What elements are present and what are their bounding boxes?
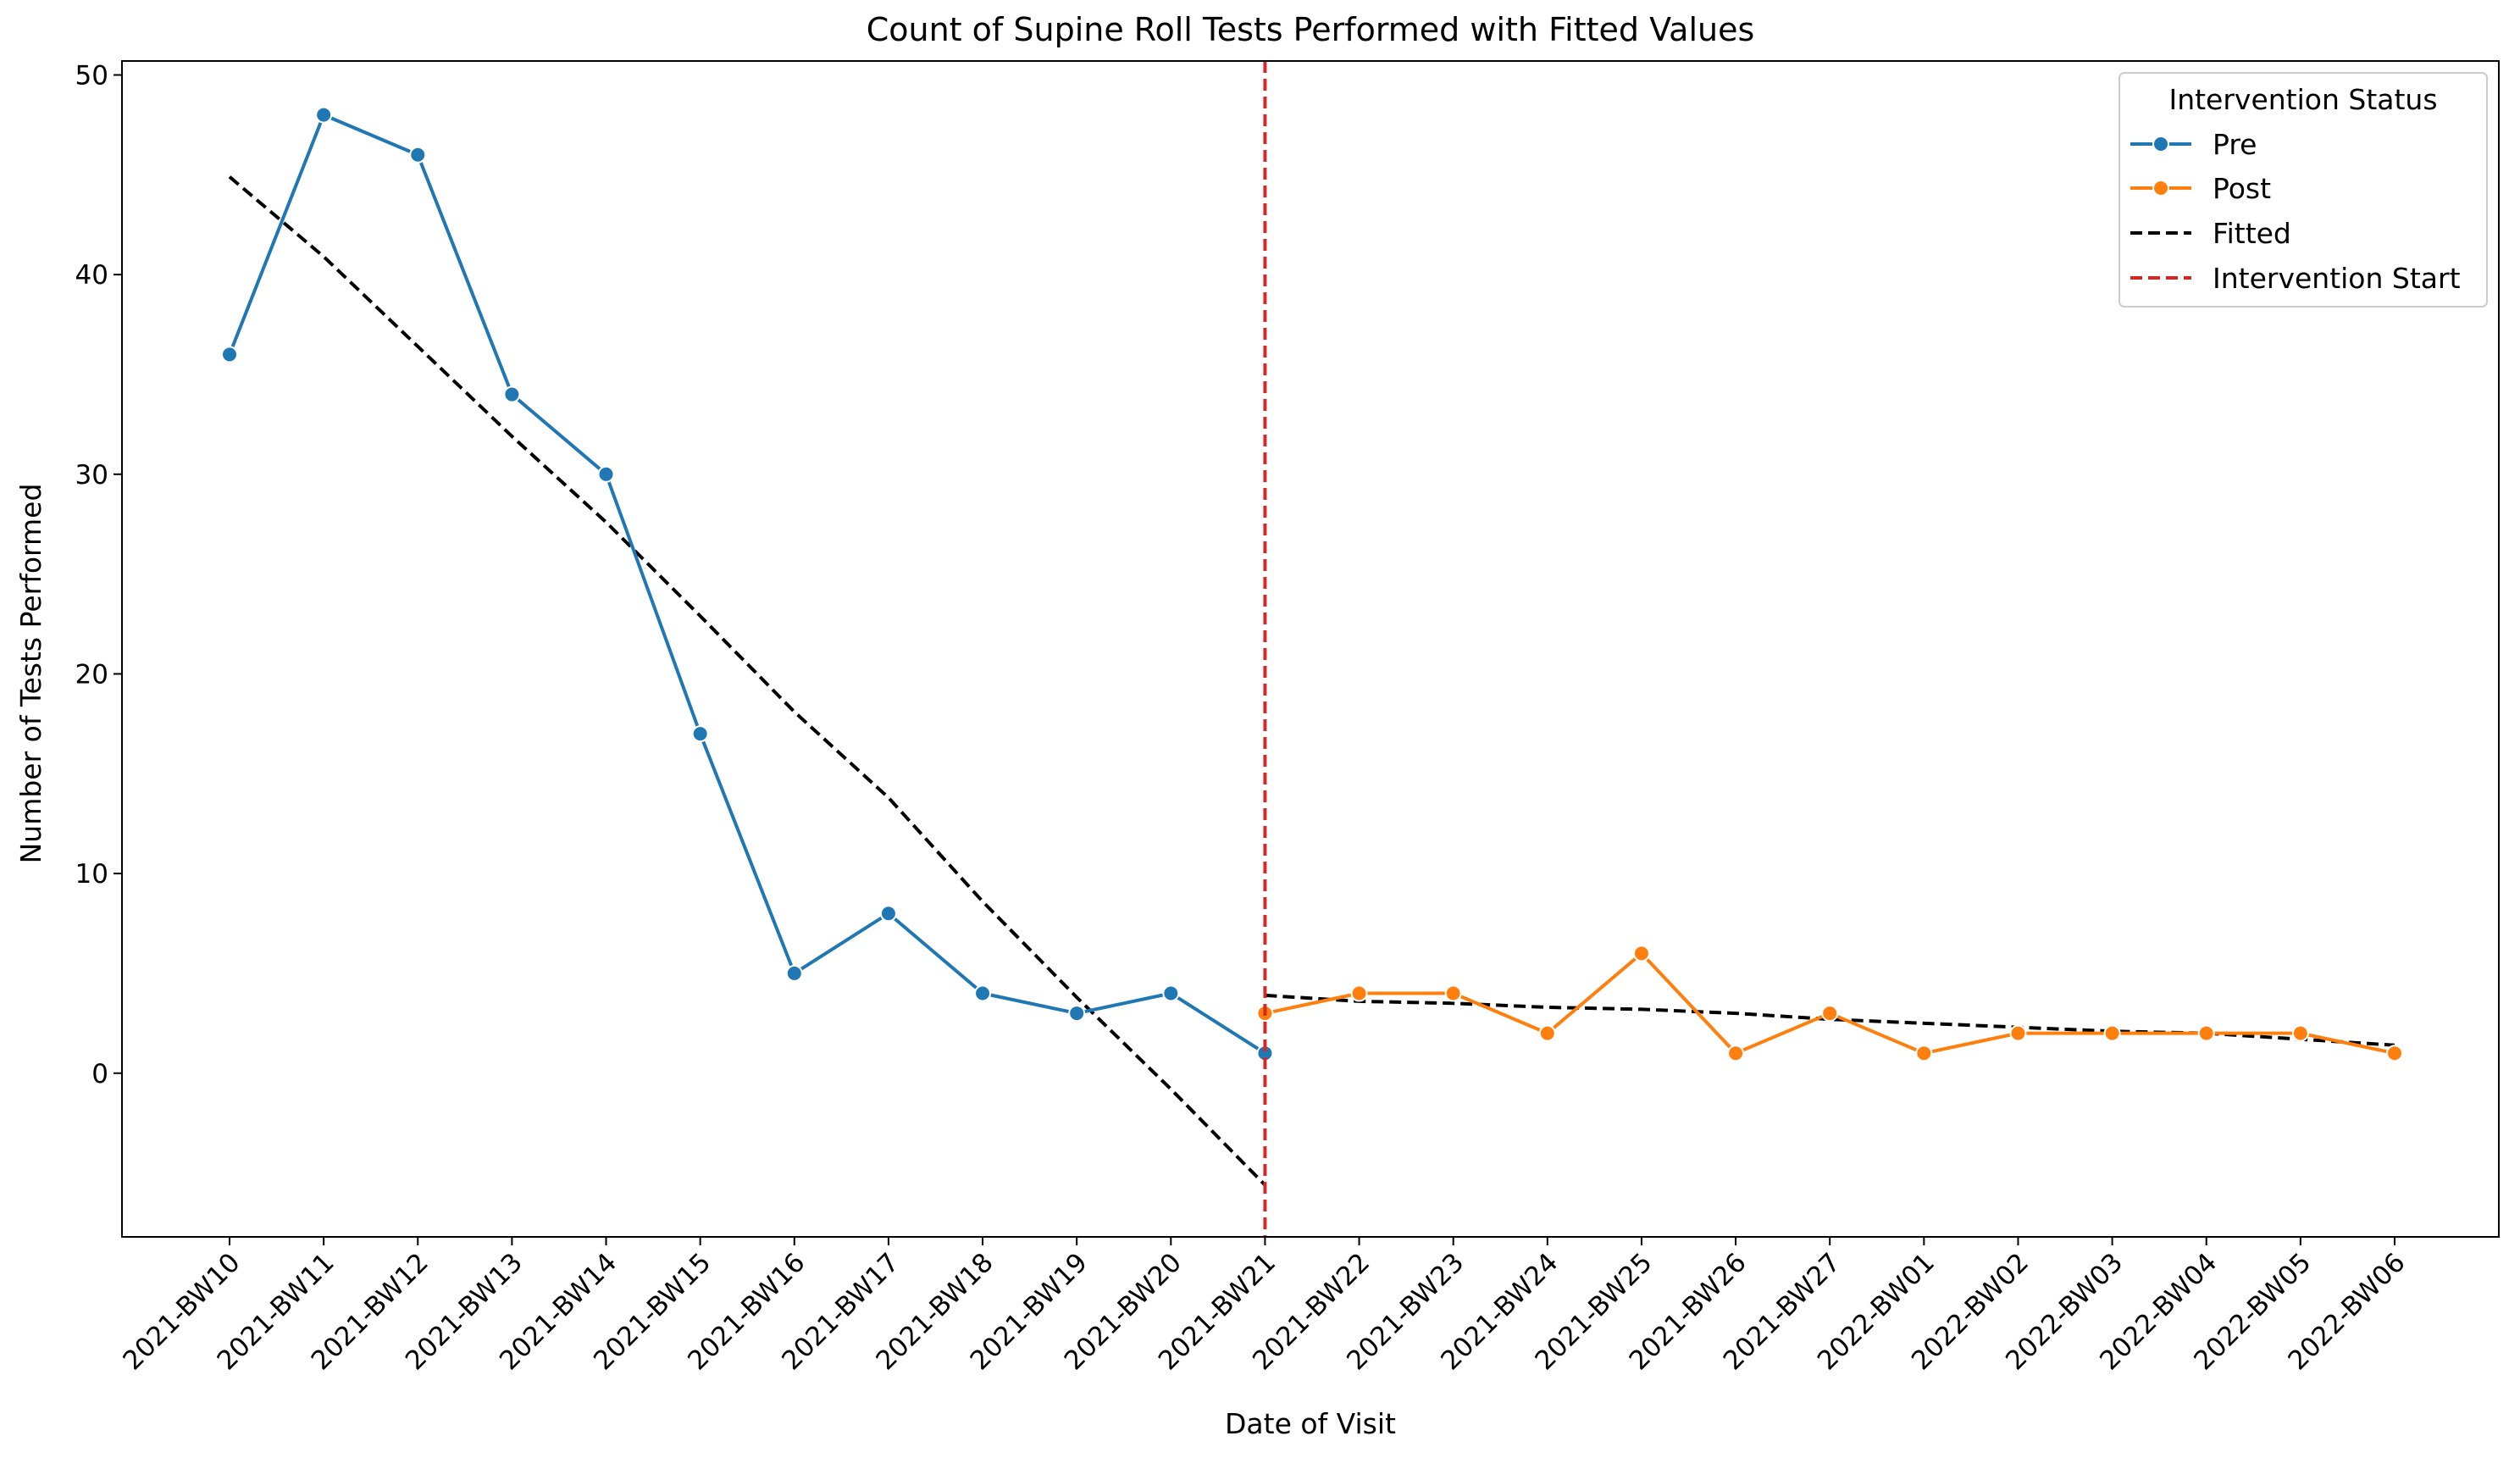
axis-ticks: 010203040502021-BW102021-BW112021-BW1220… [75,60,2412,1376]
post-data-point [1632,945,1650,962]
pre-data-point [221,346,238,363]
pre-data-point [409,146,427,164]
fitted-line-segment-1 [228,175,1266,1187]
post-data-point [1538,1024,1556,1042]
legend-post-marker [2152,180,2169,197]
y-tick-label: 10 [75,859,108,890]
legend-title: Intervention Status [2168,83,2437,116]
legend-fitted-label: Fitted [2213,217,2291,250]
pre-data-point [1162,984,1180,1002]
chart-title: Count of Supine Roll Tests Performed wit… [867,11,1755,48]
post-data-point [2103,1024,2121,1042]
plot-frame [121,60,2500,1238]
post-data-point [2009,1024,2027,1042]
fitted-lines [228,175,2395,1187]
post-data-point [1915,1045,1933,1062]
x-axis-label: Date of Visit [1225,1407,1396,1440]
y-axis-label: Number of Tests Performed [14,484,47,864]
y-tick-label: 20 [75,659,108,690]
pre-data-point [691,725,709,743]
pre-data-point [597,465,615,483]
fitted-line-segment-2 [1265,993,2395,1047]
legend-pre-label: Pre [2213,128,2257,161]
y-tick-label: 0 [91,1059,108,1089]
pre-series-line [228,113,1266,1055]
legend-intervention-label: Intervention Start [2213,262,2461,295]
data-series [221,106,2403,1062]
pre-data-point [974,984,992,1002]
post-data-point [2197,1024,2215,1042]
post-data-point [1444,984,1462,1002]
y-tick-label: 40 [75,260,108,291]
y-tick-label: 30 [75,460,108,491]
post-data-point [1350,984,1368,1002]
pre-data-point [1068,1005,1086,1023]
legend-box [2118,72,2488,308]
legend: Intervention Status Pre Post Fitted Inte… [2118,72,2488,308]
legend-pre-marker [2152,136,2169,152]
pre-data-point [503,385,521,403]
post-data-point [2291,1024,2309,1042]
post-data-point [2385,1045,2403,1062]
pre-data-point [785,964,803,982]
post-data-point [1727,1045,1745,1062]
post-data-point [1821,1005,1839,1023]
pre-data-point [879,905,897,923]
y-tick-label: 50 [75,60,108,91]
legend-post-label: Post [2213,172,2271,205]
pre-data-point [315,106,333,124]
